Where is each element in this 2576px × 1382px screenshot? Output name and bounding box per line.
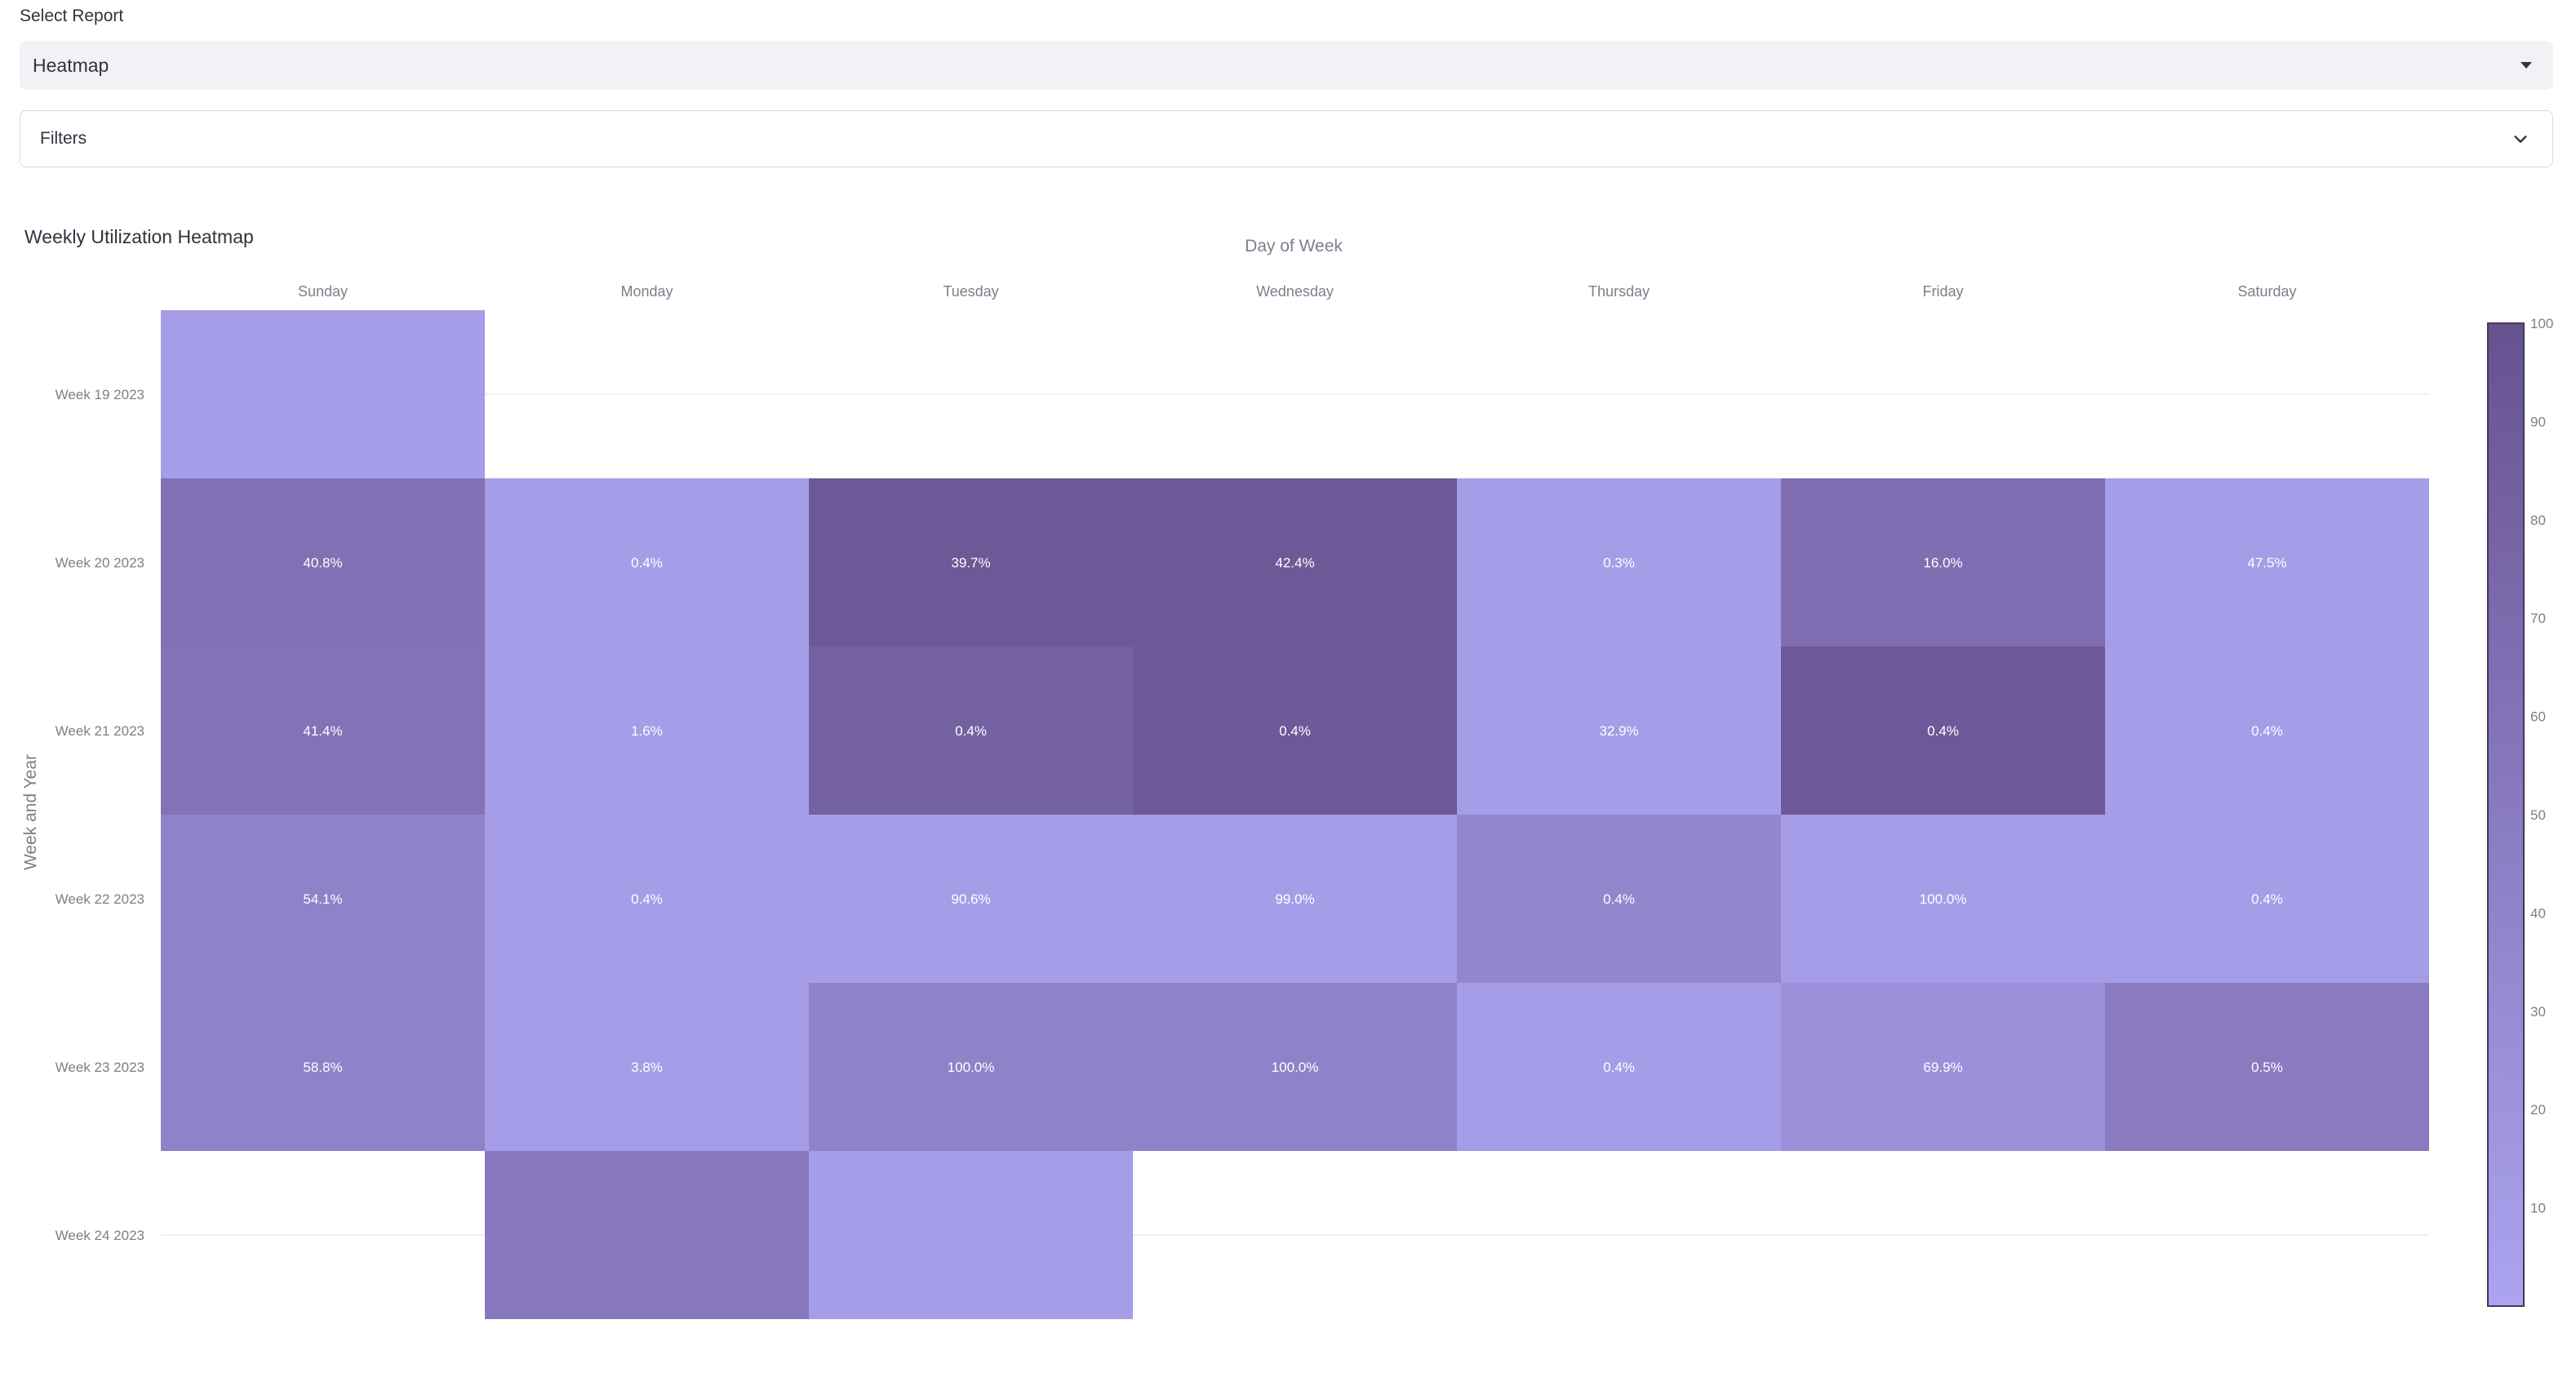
cell-label: 100.0% bbox=[1272, 1060, 1319, 1075]
heatmap-cell bbox=[2105, 815, 2429, 983]
cell-label: 0.4% bbox=[955, 723, 987, 739]
cell-label: 0.4% bbox=[2251, 723, 2283, 739]
colorbar-tick-label: 60 bbox=[2530, 709, 2546, 725]
cell-label: 0.4% bbox=[1603, 1060, 1635, 1075]
heatmap-cell bbox=[2105, 983, 2429, 1151]
heatmap-cell bbox=[1457, 815, 1781, 983]
y-tick-label: Week 22 2023 bbox=[56, 891, 144, 907]
filters-expander[interactable]: Filters bbox=[20, 110, 2553, 167]
heatmap-cell bbox=[809, 478, 1133, 647]
cell-label: 100.0% bbox=[1920, 891, 1967, 907]
cell-label: 0.4% bbox=[1927, 723, 1959, 739]
heatmap-cell bbox=[809, 1151, 1133, 1319]
cell-label: 0.4% bbox=[2251, 891, 2283, 907]
heatmap-svg: Weekly Utilization Heatmap Day of Week W… bbox=[21, 226, 2553, 1319]
x-tick-label: Saturday bbox=[2237, 283, 2296, 300]
heatmap-cell bbox=[161, 647, 485, 815]
heatmap-cell bbox=[1133, 647, 1457, 815]
cell-label: 99.0% bbox=[1275, 891, 1314, 907]
heatmap-cell bbox=[161, 310, 485, 478]
cell-label: 42.4% bbox=[1275, 555, 1314, 571]
cell-label: 100.0% bbox=[948, 1060, 995, 1075]
cell-label: 0.4% bbox=[631, 891, 663, 907]
heatmap-cell bbox=[809, 647, 1133, 815]
chevron-down-icon bbox=[2514, 136, 2527, 143]
colorbar-tick-label: 80 bbox=[2530, 513, 2546, 528]
report-select-value: Heatmap bbox=[33, 54, 109, 76]
heatmap-cell bbox=[161, 815, 485, 983]
cell-label: 41.4% bbox=[303, 723, 342, 739]
x-tick-label: Wednesday bbox=[1256, 283, 1334, 300]
colorbar-gradient bbox=[2487, 322, 2525, 1307]
heatmap-cell bbox=[1457, 983, 1781, 1151]
heatmap-cell bbox=[1781, 815, 2105, 983]
heatmap-cell bbox=[1133, 983, 1457, 1151]
heatmap-cell bbox=[809, 815, 1133, 983]
select-report-label: Select Report bbox=[20, 7, 124, 25]
colorbar-tick-label: 70 bbox=[2530, 611, 2546, 626]
heatmap-cell bbox=[1457, 647, 1781, 815]
x-tick-label: Friday bbox=[1922, 283, 1963, 300]
cell-label: 40.8% bbox=[303, 555, 342, 571]
report-select[interactable]: Heatmap bbox=[20, 41, 2553, 90]
colorbar-tick-label: 90 bbox=[2530, 414, 2546, 429]
y-tick-labels: Week 19 2023 Week 20 2023 Week 21 2023 Week… bbox=[56, 387, 144, 1243]
heatmap-cell bbox=[485, 1151, 809, 1319]
cell-label: 0.4% bbox=[631, 555, 663, 571]
x-tick-labels: Sunday Monday Tuesday Wednesday Thursday Frid… bbox=[298, 283, 2297, 300]
heatmap-cell bbox=[161, 983, 485, 1151]
cell-label: 0.4% bbox=[1603, 891, 1635, 907]
colorbar-tick-label: 10 bbox=[2530, 1201, 2546, 1216]
heatmap-cell bbox=[485, 983, 809, 1151]
colorbar-tick-label: 50 bbox=[2530, 807, 2546, 823]
cell-label: 1.6% bbox=[631, 723, 663, 739]
heatmap-cell bbox=[1133, 815, 1457, 983]
heatmap-cell bbox=[809, 983, 1133, 1151]
cell-label: 0.3% bbox=[1603, 555, 1635, 571]
y-tick-label: Week 19 2023 bbox=[56, 387, 144, 402]
filters-label: Filters bbox=[40, 129, 87, 148]
cell-label: 0.5% bbox=[2251, 1060, 2283, 1075]
heatmap-cell bbox=[2105, 647, 2429, 815]
heatmap-cell bbox=[1781, 647, 2105, 815]
y-axis-title: Week and Year bbox=[21, 754, 40, 870]
colorbar-tick-label: 30 bbox=[2530, 1004, 2546, 1020]
x-tick-label: Sunday bbox=[298, 283, 348, 300]
cell-label: 39.7% bbox=[951, 555, 990, 571]
caret-down-icon bbox=[2520, 62, 2532, 69]
y-tick-label: Week 20 2023 bbox=[56, 555, 144, 571]
cell-label: 3.8% bbox=[631, 1060, 663, 1075]
heatmap-cell bbox=[485, 815, 809, 983]
y-tick-label: Week 23 2023 bbox=[56, 1060, 144, 1075]
cell-label: 47.5% bbox=[2247, 555, 2286, 571]
heatmap-cell bbox=[485, 647, 809, 815]
y-tick-label: Week 21 2023 bbox=[56, 723, 144, 739]
cell-label: 54.1% bbox=[303, 891, 342, 907]
cell-label: 69.9% bbox=[1923, 1060, 1962, 1075]
x-tick-label: Thursday bbox=[1588, 283, 1650, 300]
colorbar-tick-label: 40 bbox=[2530, 905, 2546, 921]
y-tick-label: Week 24 2023 bbox=[56, 1228, 144, 1243]
heatmap-cells: 40.8% 0.4% 39.7% 42.4% 0.3% 16.0% 47.5% 41.4% 1.… bbox=[161, 310, 2429, 1319]
x-tick-label: Tuesday bbox=[943, 283, 998, 300]
heatmap-cell bbox=[161, 478, 485, 647]
cell-label: 58.8% bbox=[303, 1060, 342, 1075]
colorbar-tick-label: 20 bbox=[2530, 1102, 2546, 1118]
cell-label: 16.0% bbox=[1923, 555, 1962, 571]
cell-label: 32.9% bbox=[1599, 723, 1638, 739]
chart-title: Weekly Utilization Heatmap bbox=[24, 226, 254, 247]
colorbar: 10 20 30 40 50 60 70 80 90 100 bbox=[2487, 316, 2553, 1307]
cell-label: 90.6% bbox=[951, 891, 990, 907]
cell-label: 0.4% bbox=[1279, 723, 1311, 739]
heatmap-cell bbox=[1133, 478, 1457, 647]
x-axis-title: Day of Week bbox=[1245, 237, 1343, 256]
heatmap-cell bbox=[1457, 478, 1781, 647]
x-tick-label: Monday bbox=[620, 283, 673, 300]
heatmap-cell bbox=[1781, 983, 2105, 1151]
heatmap-cell bbox=[2105, 478, 2429, 647]
heatmap-cell bbox=[485, 478, 809, 647]
heatmap-cell bbox=[1781, 478, 2105, 647]
heatmap-chart: Weekly Utilization Heatmap Day of Week W… bbox=[0, 220, 2576, 1363]
colorbar-tick-label: 100 bbox=[2530, 316, 2553, 331]
